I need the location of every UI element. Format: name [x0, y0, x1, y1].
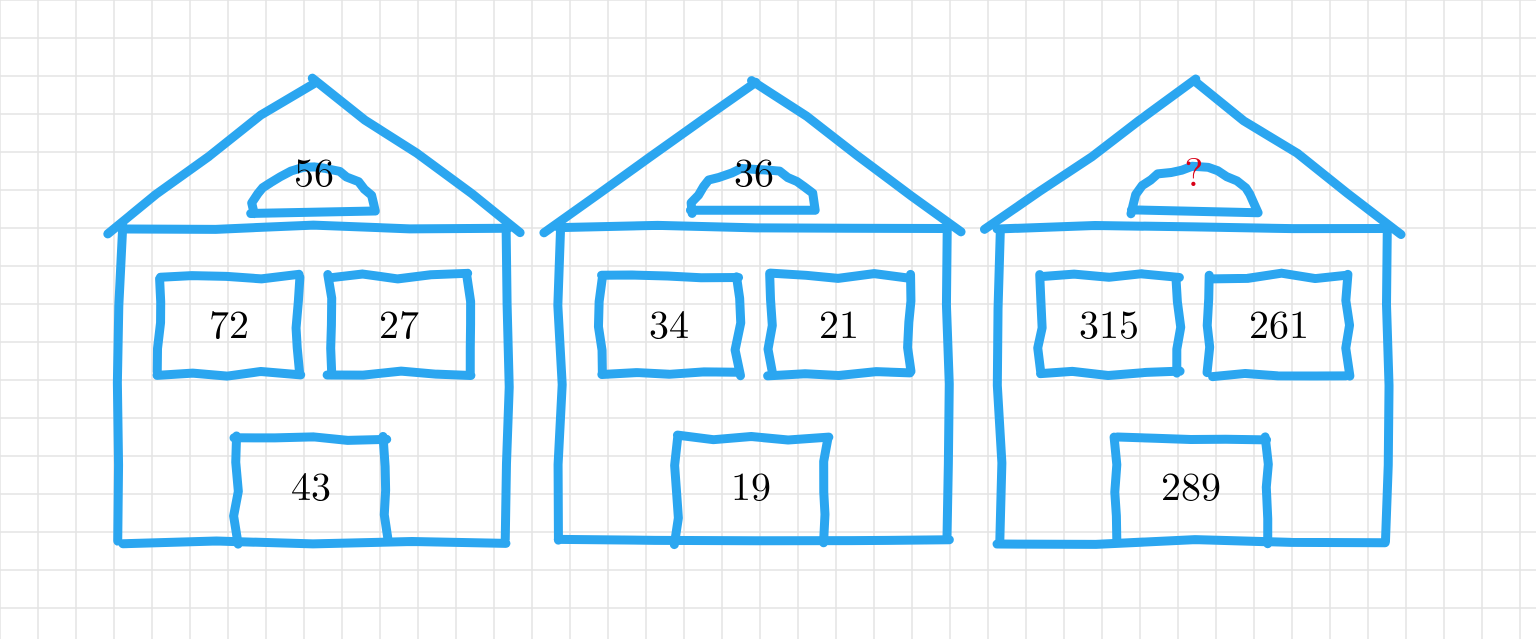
door-value: 289 [1161, 455, 1221, 512]
right-window-value: 21 [819, 293, 859, 350]
right-window-value: 261 [1249, 293, 1309, 350]
house-2: 36 34 21 19 [544, 81, 961, 545]
left-window-value: 34 [649, 293, 689, 350]
right-window-value: 27 [379, 293, 419, 350]
attic-value: ? [1185, 141, 1204, 198]
attic-value: 36 [734, 141, 774, 198]
door-value: 19 [731, 455, 771, 512]
attic-value: 56 [294, 141, 334, 198]
house-1: 56 72 27 43 [108, 78, 520, 544]
puzzle-scene: 56 72 27 43 36 34 21 19? 315 261 289 [0, 0, 1536, 639]
house-3: ? 315 261 289 [984, 79, 1401, 544]
door-value: 43 [291, 455, 331, 512]
left-window-value: 72 [209, 293, 249, 350]
left-window-value: 315 [1079, 293, 1139, 350]
